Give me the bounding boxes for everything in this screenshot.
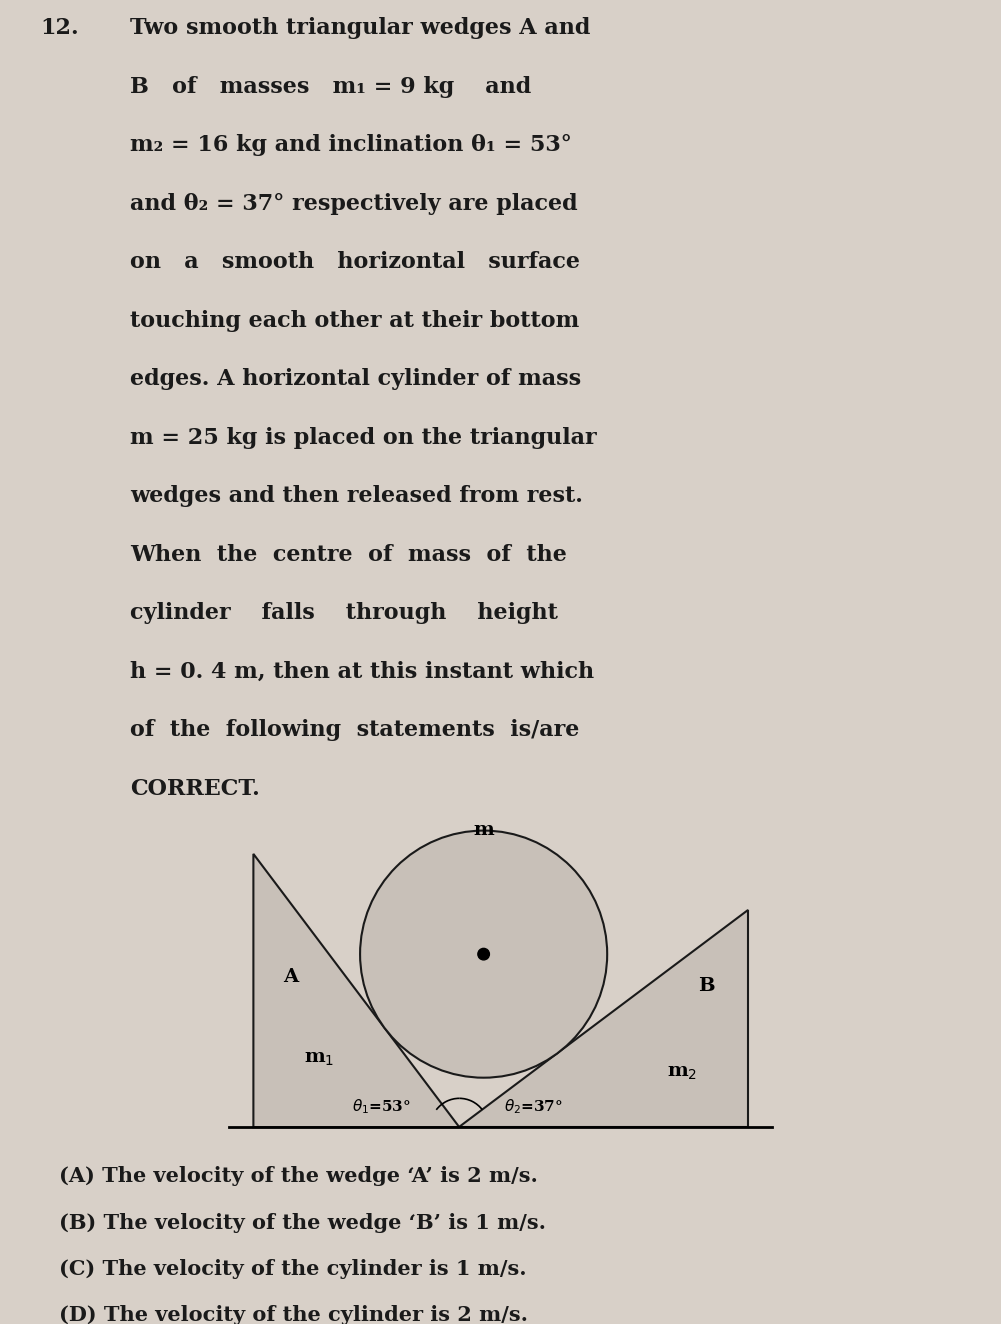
Text: (D) The velocity of the cylinder is 2 m/s.: (D) The velocity of the cylinder is 2 m/…	[59, 1305, 529, 1324]
Text: m$_1$: m$_1$	[304, 1050, 334, 1068]
Text: wedges and then released from rest.: wedges and then released from rest.	[130, 486, 583, 507]
Polygon shape	[459, 910, 748, 1127]
Text: h = 0. 4 m, then at this instant which: h = 0. 4 m, then at this instant which	[130, 661, 595, 683]
Text: CORRECT.: CORRECT.	[130, 779, 260, 800]
Text: cylinder    falls    through    height: cylinder falls through height	[130, 602, 558, 625]
Text: on   a   smooth   horizontal   surface: on a smooth horizontal surface	[130, 252, 581, 273]
Text: B   of   masses   m₁ = 9 kg    and: B of masses m₁ = 9 kg and	[130, 75, 532, 98]
Polygon shape	[253, 854, 459, 1127]
Text: (C) The velocity of the cylinder is 1 m/s.: (C) The velocity of the cylinder is 1 m/…	[59, 1259, 527, 1279]
Text: (A) The velocity of the wedge ‘A’ is 2 m/s.: (A) The velocity of the wedge ‘A’ is 2 m…	[59, 1166, 539, 1186]
Text: m = 25 kg is placed on the triangular: m = 25 kg is placed on the triangular	[130, 426, 597, 449]
Text: B: B	[698, 977, 715, 994]
Text: m: m	[473, 821, 494, 839]
Text: When  the  centre  of  mass  of  the: When the centre of mass of the	[130, 544, 567, 565]
Text: (B) The velocity of the wedge ‘B’ is 1 m/s.: (B) The velocity of the wedge ‘B’ is 1 m…	[59, 1213, 547, 1233]
Text: edges. A horizontal cylinder of mass: edges. A horizontal cylinder of mass	[130, 368, 582, 391]
Text: Two smooth triangular wedges A and: Two smooth triangular wedges A and	[130, 17, 591, 40]
Text: m$_2$: m$_2$	[667, 1064, 697, 1082]
Text: touching each other at their bottom: touching each other at their bottom	[130, 310, 580, 332]
Text: $\theta_2$=37°: $\theta_2$=37°	[504, 1098, 563, 1116]
Text: of  the  following  statements  is/are: of the following statements is/are	[130, 719, 580, 741]
Text: 12.: 12.	[40, 17, 79, 40]
Text: $\theta_1$=53°: $\theta_1$=53°	[351, 1098, 410, 1116]
Circle shape	[360, 830, 608, 1078]
Text: A: A	[283, 968, 298, 986]
Circle shape	[477, 948, 489, 960]
Text: and θ₂ = 37° respectively are placed: and θ₂ = 37° respectively are placed	[130, 193, 578, 214]
Text: m₂ = 16 kg and inclination θ₁ = 53°: m₂ = 16 kg and inclination θ₁ = 53°	[130, 134, 572, 156]
